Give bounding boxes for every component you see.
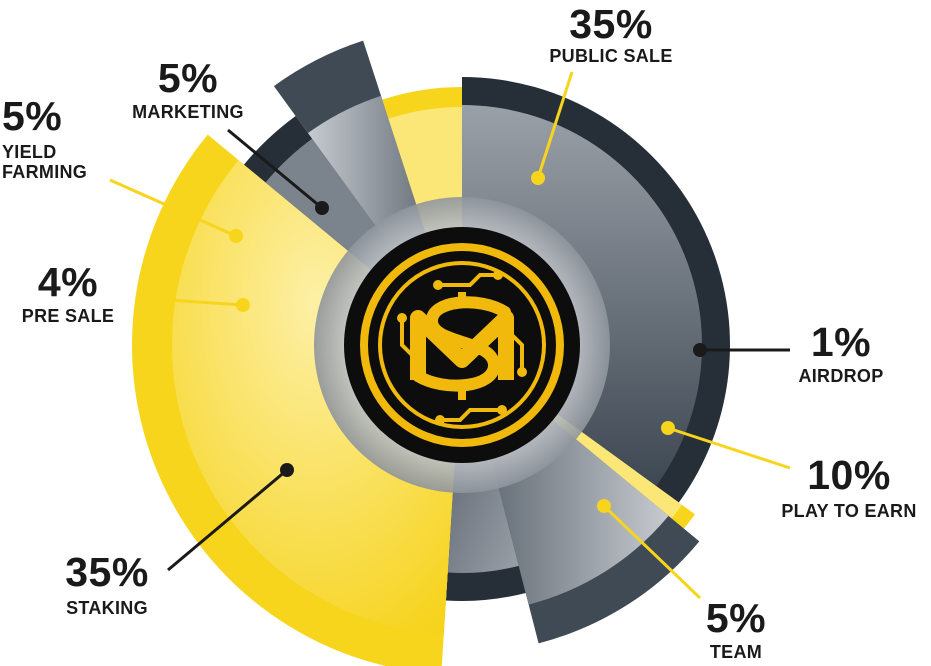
- coin-circuit-node-2: [435, 415, 445, 425]
- coin-circuit-node-6: [497, 405, 507, 415]
- marketing-name: MARKETING: [132, 102, 244, 122]
- play-to-earn-name: PLAY TO EARN: [781, 501, 917, 521]
- leader-line-play-to-earn: [667, 426, 791, 470]
- center-coin-logo: [314, 197, 610, 493]
- play-to-earn-percent: 10%: [807, 452, 891, 498]
- label-team: 5% TEAM: [700, 595, 772, 663]
- leader-line-marketing: [227, 128, 323, 210]
- label-staking: 35% STAKING: [52, 549, 162, 619]
- leader-dot-staking: [280, 463, 294, 477]
- staking-percent: 35%: [65, 549, 149, 595]
- leader-dot-public-sale: [531, 171, 545, 185]
- leader-line-public-sale: [536, 71, 574, 179]
- coin-circuit-node-1: [493, 270, 503, 280]
- coin-monogram-m: [410, 310, 514, 380]
- leader-dot-marketing: [315, 201, 329, 215]
- leader-line-staking: [167, 468, 288, 572]
- public-sale-percent: 35%: [569, 1, 653, 47]
- coin-circuit-trace-4: [510, 333, 524, 372]
- leader-line-yield-farming: [109, 178, 237, 238]
- label-public-sale: 35% PUBLIC SALE: [528, 1, 694, 67]
- leader-dot-play-to-earn: [661, 421, 675, 435]
- yield-farming-name-line2: FARMING: [2, 162, 88, 182]
- pre-sale-name: PRE SALE: [21, 306, 115, 326]
- team-percent: 5%: [705, 595, 767, 641]
- pre-sale-percent: 4%: [37, 259, 99, 305]
- leader-line-pre-sale: [137, 296, 244, 307]
- slice-staking: [171, 160, 459, 635]
- coin-circuit-node-3: [397, 313, 407, 323]
- label-airdrop: 1% AIRDROP: [786, 319, 896, 387]
- coin-circuit-trace-3: [400, 318, 414, 357]
- label-pre-sale: 4% PRE SALE: [6, 259, 130, 327]
- coin-circuit-trace-2: [438, 408, 502, 422]
- staking-name: STAKING: [66, 598, 148, 618]
- coin-circuit-node-4: [517, 367, 527, 377]
- label-marketing: 5% MARKETING: [118, 55, 258, 123]
- marketing-percent: 5%: [157, 55, 219, 101]
- coin-circuit-trace-1: [438, 273, 500, 287]
- coin-circuit-node-5: [433, 280, 443, 290]
- public-sale-name: PUBLIC SALE: [549, 46, 673, 66]
- leader-dot-pre-sale: [236, 298, 250, 312]
- team-name: TEAM: [709, 642, 763, 662]
- leader-line-team: [602, 504, 702, 600]
- label-play-to-earn: 10% PLAY TO EARN: [768, 452, 930, 522]
- airdrop-percent: 1%: [810, 319, 872, 365]
- label-yield-farming: 5% YIELD FARMING: [2, 93, 112, 183]
- leader-dot-airdrop: [693, 343, 707, 357]
- coin-inner-ring: [378, 261, 546, 429]
- leader-dot-team: [597, 499, 611, 513]
- airdrop-name: AIRDROP: [798, 366, 884, 386]
- yield-farming-name-line1: YIELD: [2, 142, 57, 162]
- leader-dot-yield-farming: [229, 229, 243, 243]
- coin-outer-ring: [360, 243, 564, 447]
- yield-farming-percent: 5%: [2, 93, 63, 139]
